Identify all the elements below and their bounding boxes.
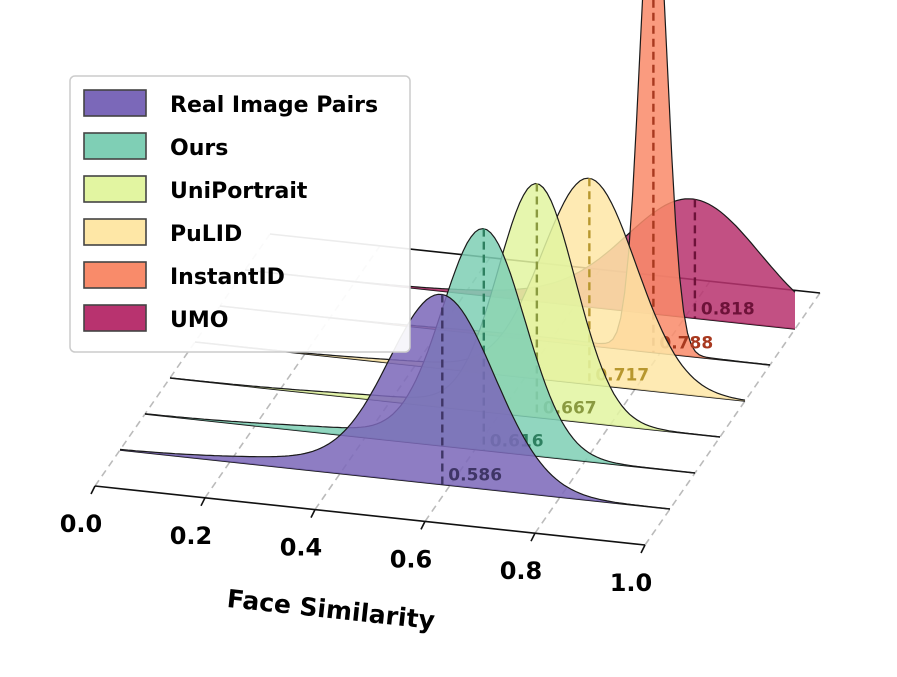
legend-label: InstantID — [170, 265, 285, 290]
x-tick-label: 1.0 — [610, 569, 653, 597]
tick-layer: 0.0 0.2 0.4 0.6 0.8 1.0 — [60, 485, 653, 597]
x-tick-mark — [90, 485, 96, 495]
x-axis-title: Face Similarity — [226, 584, 437, 635]
legend-label: Real Image Pairs — [170, 93, 378, 118]
legend-swatch — [83, 261, 147, 289]
mean-value-label: 0.788 — [659, 333, 713, 353]
legend-item: InstantID — [83, 261, 285, 290]
legend-item: UMO — [83, 304, 228, 333]
legend-frame — [69, 75, 411, 353]
legend-item: PuLID — [83, 218, 242, 247]
ridge-fill — [120, 294, 670, 509]
legend-swatch — [83, 132, 147, 160]
legend-label: Ours — [170, 136, 228, 161]
x-tick-mark — [420, 521, 426, 530]
mean-value-label: 0.717 — [595, 365, 649, 385]
legend-label: UniPortrait — [170, 179, 308, 204]
legend-swatch — [83, 175, 147, 203]
ridge-fill — [195, 178, 745, 401]
x-tick-label: 0.4 — [280, 534, 323, 562]
legend-item: Real Image Pairs — [83, 89, 378, 118]
x-tick-label: 0.6 — [390, 545, 433, 573]
x-tick-mark — [200, 497, 206, 507]
legend-item: Ours — [83, 132, 228, 161]
legend-swatch — [83, 89, 147, 117]
x-tick-label: 0.2 — [170, 522, 213, 550]
legend-label: PuLID — [170, 222, 242, 247]
legend-item: UniPortrait — [83, 175, 308, 204]
row-baseline — [94, 485, 646, 546]
mean-value-label: 0.818 — [701, 299, 755, 319]
mean-value-label: 0.586 — [448, 466, 502, 486]
legend: Real Image Pairs Ours UniPortrait PuLID Inst… — [69, 75, 411, 353]
legend-swatch — [83, 218, 147, 246]
grid-line-x — [644, 292, 821, 546]
x-tick-label: 0.8 — [500, 557, 543, 585]
x-tick-mark — [310, 509, 316, 518]
x-tick-mark — [530, 532, 536, 542]
x-tick-label: 0.0 — [60, 510, 103, 538]
legend-label: UMO — [170, 308, 228, 333]
x-tick-mark — [640, 544, 646, 554]
ridge-fill — [170, 183, 720, 437]
legend-swatch — [83, 304, 147, 332]
